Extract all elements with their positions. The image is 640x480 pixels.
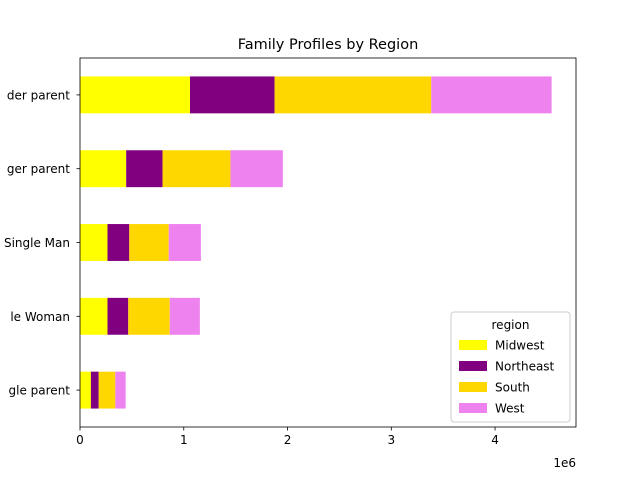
bar-single-woman-midwest bbox=[80, 297, 108, 335]
x-tick-label: 3 bbox=[387, 433, 395, 447]
bar-single-woman-northeast bbox=[107, 297, 129, 335]
bar-older-parent-northeast bbox=[189, 76, 275, 114]
bar-single-man-northeast bbox=[107, 224, 130, 261]
bar-single-woman-south bbox=[128, 297, 170, 335]
bar-older-parent-midwest bbox=[80, 76, 190, 114]
y-tick-label: ger parent bbox=[7, 162, 70, 176]
chart-title: Family Profiles by Region bbox=[238, 37, 419, 53]
x-tick-label: 2 bbox=[284, 433, 292, 447]
y-tick-label: le Woman bbox=[10, 310, 70, 324]
bar-single-man-south bbox=[129, 224, 169, 261]
y-tick-label: der parent bbox=[7, 88, 70, 102]
legend-swatch-west bbox=[459, 403, 487, 413]
legend-title: region bbox=[492, 318, 530, 332]
bar-older-parent-west bbox=[431, 76, 552, 114]
legend-label-west: West bbox=[495, 402, 525, 416]
bar-younger-parent-northeast bbox=[126, 150, 163, 188]
y-tick-label: gle parent bbox=[9, 384, 71, 398]
y-tick-label: Single Man bbox=[4, 236, 70, 250]
legend-swatch-south bbox=[459, 382, 487, 392]
legend-label-midwest: Midwest bbox=[495, 339, 545, 353]
x-tick-label: 1 bbox=[180, 433, 188, 447]
bar-single-parent-northeast bbox=[90, 371, 99, 409]
legend-swatch-midwest bbox=[459, 340, 487, 350]
legend: region Midwest Northeast South West bbox=[450, 311, 571, 423]
bar-single-parent-midwest bbox=[80, 371, 91, 409]
bar-single-woman-west bbox=[169, 297, 200, 335]
bar-younger-parent-midwest bbox=[80, 150, 127, 188]
legend-label-south: South bbox=[495, 381, 530, 395]
x-tick-label: 0 bbox=[76, 433, 84, 447]
legend-swatch-northeast bbox=[459, 361, 487, 371]
bar-younger-parent-west bbox=[230, 150, 283, 188]
x-tick-label: 4 bbox=[491, 433, 499, 447]
x-offset-label: 1e6 bbox=[553, 456, 576, 470]
bar-single-parent-south bbox=[98, 371, 116, 409]
bar-single-parent-west bbox=[115, 371, 126, 409]
bars bbox=[80, 76, 552, 409]
bar-younger-parent-south bbox=[162, 150, 231, 188]
legend-box bbox=[450, 311, 571, 423]
legend-label-northeast: Northeast bbox=[495, 360, 555, 374]
bar-older-parent-south bbox=[274, 76, 432, 114]
bar-single-man-west bbox=[168, 224, 201, 261]
bar-single-man-midwest bbox=[80, 224, 108, 261]
axes: 0 1 2 3 4 der parent ger parent Single Man le Wo… bbox=[4, 57, 577, 447]
